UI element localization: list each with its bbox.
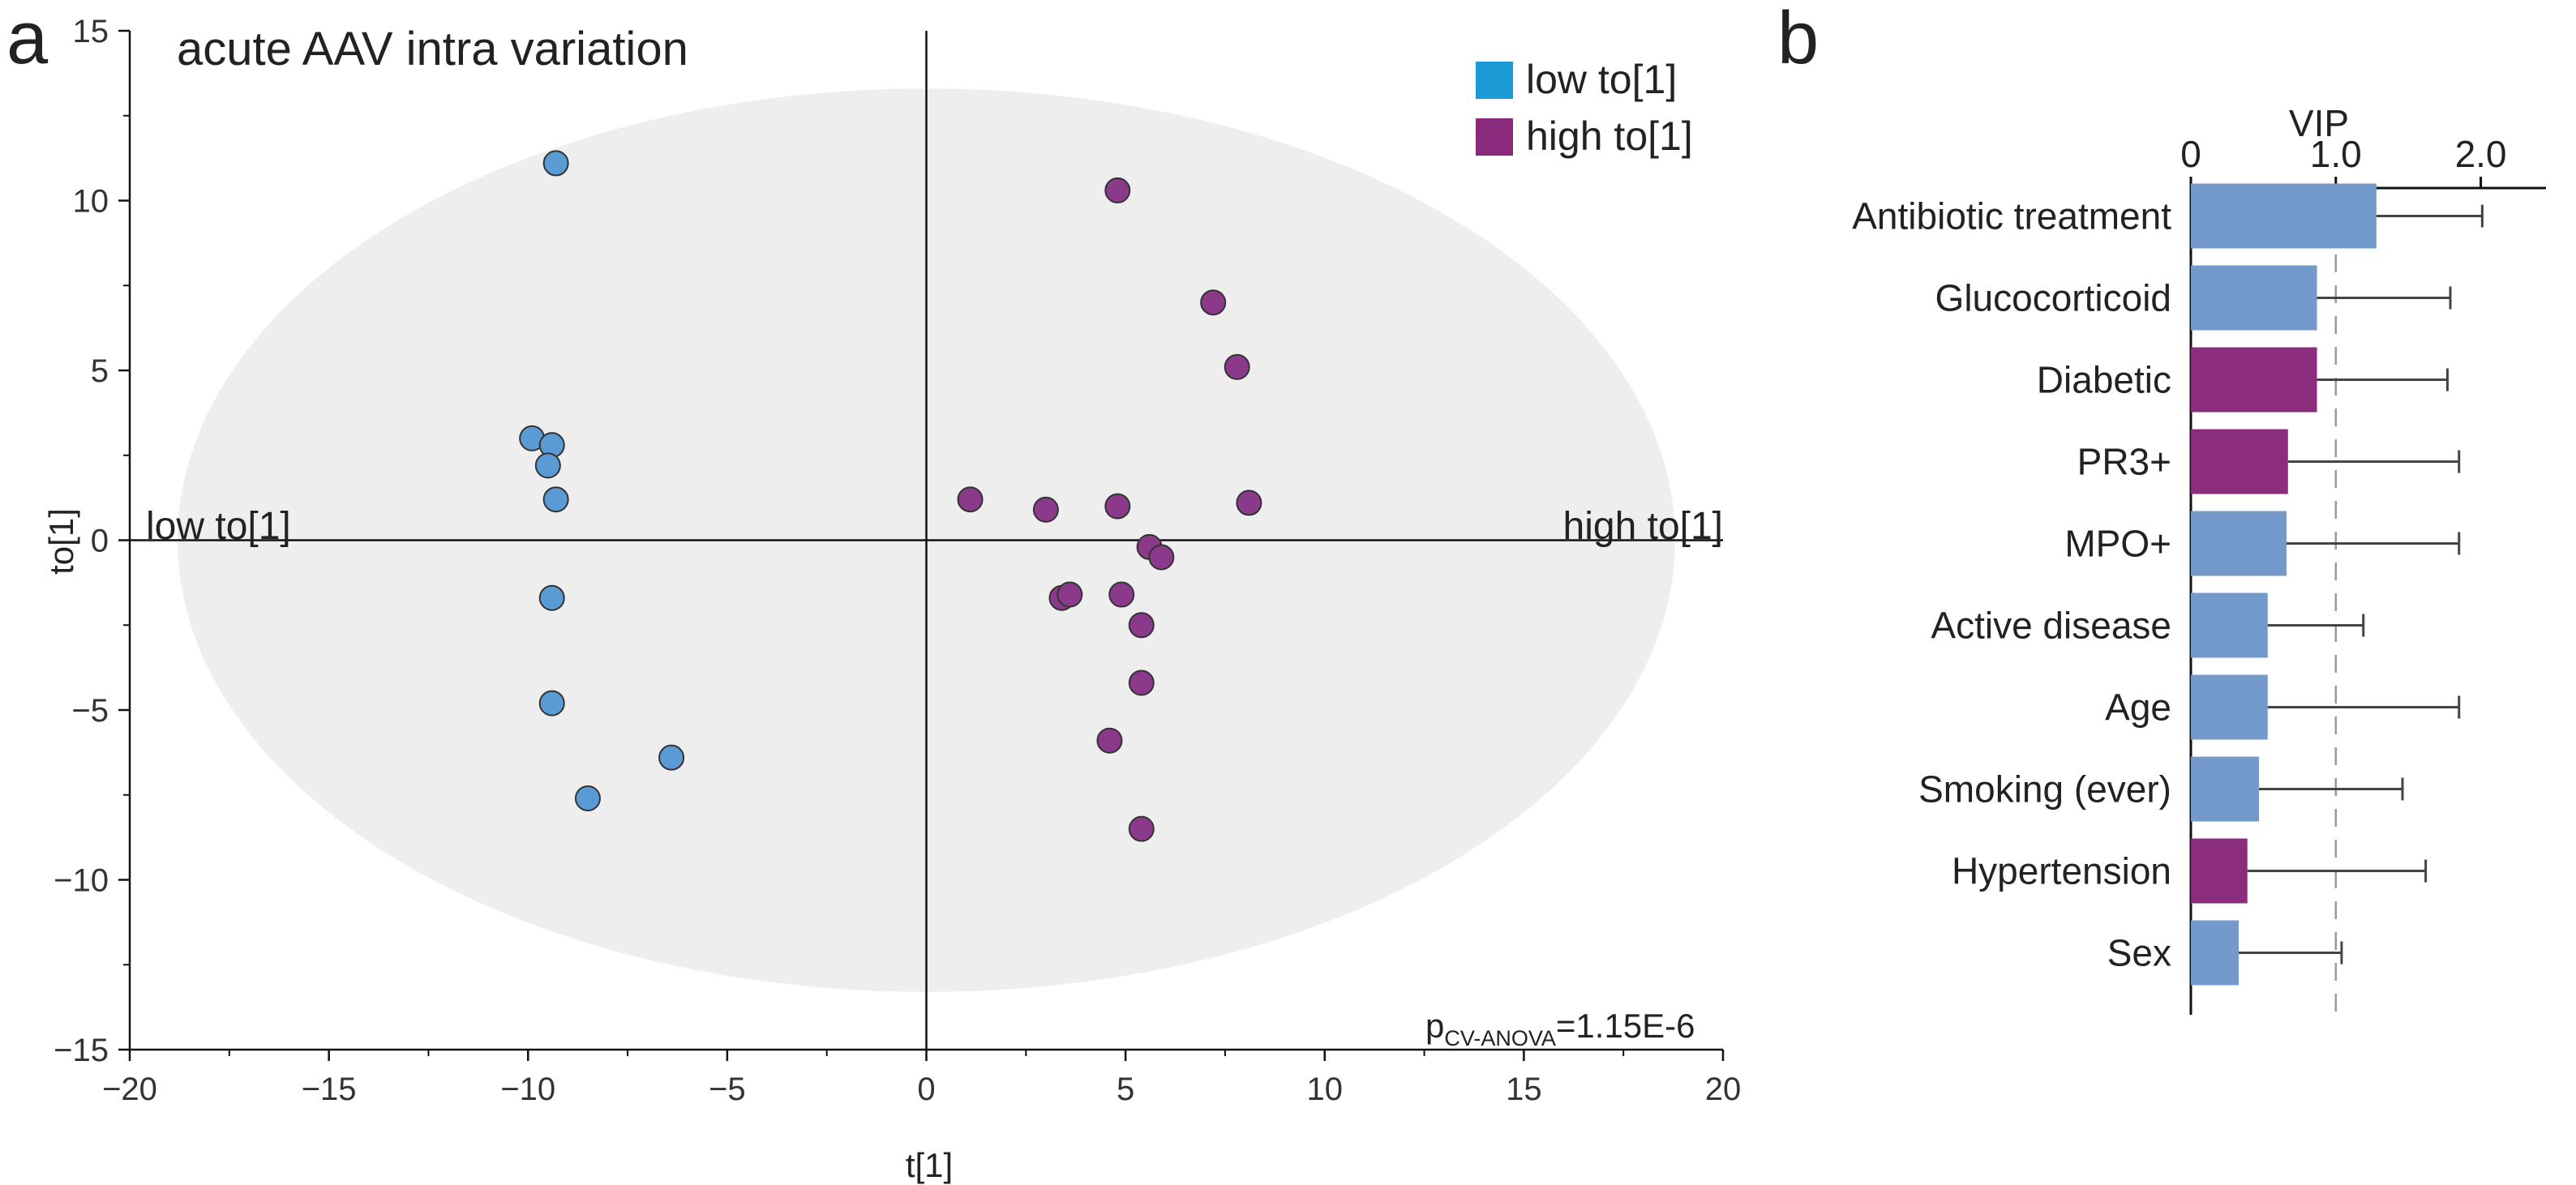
x-tick-label: −15 (302, 1072, 357, 1107)
low-to1-point (574, 785, 601, 811)
y-tick-label: −10 (54, 863, 109, 899)
vip-category-label: Active disease (1931, 605, 2171, 647)
high-to1-point (1224, 353, 1250, 380)
low-to1-point (538, 690, 565, 717)
scatter-title: acute AAV intra variation (177, 23, 688, 75)
vip-bar (2191, 183, 2377, 249)
low-to1-point (534, 452, 561, 479)
vip-category-label: Sex (2107, 932, 2171, 974)
vip-bar (2191, 429, 2288, 494)
x-tick-label: −20 (102, 1072, 157, 1107)
p-value-annotation: pCV-ANOVA=1.15E-6 (1425, 1007, 1695, 1050)
vip-category-labels: Antibiotic treatment Glucocorticoid Diabet… (1852, 195, 2171, 974)
low-to1-point (538, 584, 565, 611)
y-axis-label: to[1] (42, 508, 80, 575)
y-tick-label: 0 (91, 524, 109, 559)
high-side-label: high to[1] (1563, 505, 1723, 548)
low-side-label: low to[1] (146, 505, 291, 548)
score-scatter-plot: −20 −15 −10 −5 0 5 10 15 20 −15 −10 −5 0 5 10 15 acute… (42, 14, 1741, 1184)
p-value-prefix: p (1425, 1007, 1444, 1045)
y-tick-label: −15 (54, 1033, 109, 1068)
vip-axis-title: VIP (2289, 102, 2349, 144)
x-tick-label: 0 (917, 1072, 935, 1107)
high-to1-point (957, 486, 984, 513)
high-to1-point (1096, 727, 1123, 754)
legend-label-high: high to[1] (1526, 113, 1693, 159)
y-tick-label: −5 (71, 693, 109, 729)
vip-category-label: Age (2105, 687, 2171, 729)
vip-bar (2191, 756, 2260, 822)
vip-bar-chart: VIP 0 1.0 2.0 Antibiotic treatment Glucocor… (1852, 102, 2546, 1015)
vip-bar (2191, 265, 2317, 331)
high-to1-point (1104, 177, 1131, 203)
y-axis-ticks: −15 −10 −5 0 5 10 15 (54, 14, 130, 1068)
high-to1-point (1032, 496, 1059, 523)
vip-bar (2191, 347, 2317, 413)
legend-label-low: low to[1] (1526, 57, 1677, 102)
x-axis-label: t[1] (906, 1146, 953, 1184)
vip-bar (2191, 838, 2248, 904)
high-to1-point (1148, 544, 1175, 571)
legend-swatch-low (1476, 62, 1513, 99)
x-tick-label: 15 (1506, 1072, 1542, 1107)
x-tick-label: 10 (1307, 1072, 1344, 1107)
vip-bar (2191, 592, 2268, 658)
vip-tick-label: 0 (2180, 133, 2201, 175)
scatter-points (519, 150, 1262, 842)
panel-a-letter: a (6, 0, 49, 79)
y-tick-label: 15 (73, 14, 109, 49)
vip-category-label: Antibiotic treatment (1852, 195, 2171, 237)
vip-category-label: Glucocorticoid (1935, 277, 2171, 319)
vip-category-label: Diabetic (2037, 359, 2171, 401)
y-tick-label: 5 (91, 353, 109, 389)
vip-bar (2191, 511, 2287, 576)
vip-tick-label: 1.0 (2310, 133, 2362, 175)
legend-swatch-high (1476, 118, 1513, 156)
low-to1-point (658, 744, 685, 771)
high-to1-point (1200, 289, 1227, 316)
high-to1-point (1108, 581, 1135, 608)
vip-category-label: PR3+ (2077, 441, 2171, 483)
p-value-number: =1.15E-6 (1556, 1007, 1695, 1045)
low-to1-point (542, 486, 569, 513)
vip-category-label: Smoking (ever) (1918, 768, 2171, 811)
vip-category-label: Hypertension (1952, 850, 2171, 892)
high-to1-point (1104, 493, 1131, 520)
x-tick-label: −10 (500, 1072, 555, 1107)
low-to1-point (542, 150, 569, 177)
high-to1-point (1236, 490, 1262, 516)
vip-category-label: MPO+ (2064, 523, 2171, 565)
scatter-legend: low to[1] high to[1] (1476, 57, 1693, 159)
high-to1-point (1128, 612, 1155, 639)
x-tick-label: −5 (709, 1072, 746, 1107)
x-tick-label: 20 (1705, 1072, 1742, 1107)
high-to1-point (1128, 670, 1155, 696)
p-value-subscript: CV-ANOVA (1444, 1026, 1556, 1050)
panel-b-letter: b (1777, 0, 1819, 79)
vip-bars (2191, 183, 2484, 986)
vip-tick-label: 2.0 (2455, 133, 2507, 175)
vip-bar (2191, 920, 2239, 986)
vip-bar (2191, 674, 2268, 740)
high-to1-point (1128, 815, 1155, 842)
x-tick-label: 5 (1117, 1072, 1134, 1107)
x-axis-ticks: −20 −15 −10 −5 0 5 10 15 20 (102, 1050, 1741, 1107)
high-to1-point (1057, 581, 1083, 608)
y-tick-label: 10 (73, 184, 109, 220)
